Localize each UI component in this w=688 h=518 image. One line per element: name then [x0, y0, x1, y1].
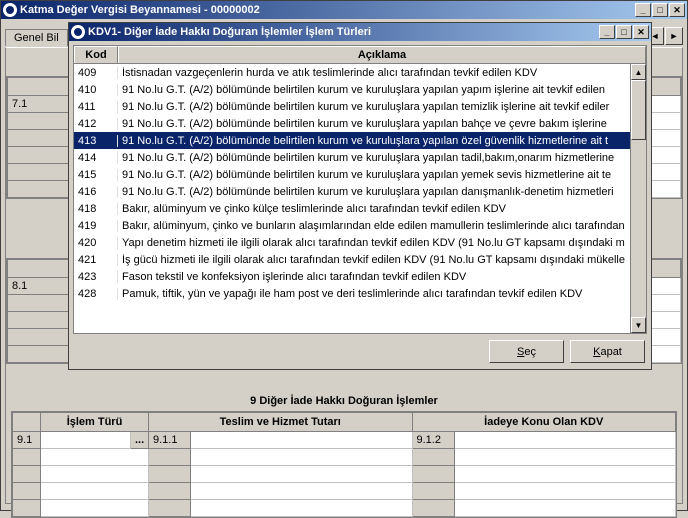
cell-iade[interactable] [454, 432, 676, 449]
code-cell: 418 [74, 203, 118, 215]
code-cell: 414 [74, 152, 118, 164]
cell-911-label: 9.1.1 [149, 432, 191, 449]
code-cell: 428 [74, 288, 118, 300]
section9-title: 9 Diğer İade Hakkı Doğuran İşlemler [11, 395, 677, 407]
code-row[interactable]: 41591 No.lu G.T. (A/2) bölümünde belirti… [74, 166, 646, 183]
code-cell: 415 [74, 169, 118, 181]
code-row[interactable]: 41191 No.lu G.T. (A/2) bölümünde belirti… [74, 98, 646, 115]
code-cell: 421 [74, 254, 118, 266]
code-row[interactable]: 421İş gücü hizmeti ile ilgili olarak alı… [74, 251, 646, 268]
desc-cell: 91 No.lu G.T. (A/2) bölümünde belirtilen… [118, 101, 646, 113]
code-row[interactable]: 41391 No.lu G.T. (A/2) bölümünde belirti… [74, 132, 646, 149]
scroll-up-button[interactable]: ▲ [631, 64, 646, 80]
code-cell: 423 [74, 271, 118, 283]
code-cell: 409 [74, 67, 118, 79]
col-teslim: Teslim ve Hizmet Tutarı [149, 413, 413, 432]
code-cell: 411 [74, 101, 118, 113]
list-scrollbar[interactable]: ▲ ▼ [630, 64, 646, 333]
desc-cell: 91 No.lu G.T. (A/2) bölümünde belirtilen… [118, 152, 646, 164]
cell-912-label: 9.1.2 [412, 432, 454, 449]
dialog-maximize-button[interactable]: □ [616, 25, 632, 39]
code-row[interactable]: 419Bakır, alüminyum, çinko ve bunların a… [74, 217, 646, 234]
col-aciklama[interactable]: Açıklama [118, 46, 646, 63]
select-button[interactable]: Seç [489, 340, 564, 363]
desc-cell: Pamuk, tiftik, yün ve yapağı ile ham pos… [118, 288, 646, 300]
dialog-title: KDV1- Diğer İade Hakkı Doğuran İşlemler … [88, 26, 599, 38]
cell-teslim[interactable] [191, 432, 413, 449]
desc-cell: 91 No.lu G.T. (A/2) bölümünde belirtilen… [118, 169, 646, 181]
tab-nav-right[interactable]: ► [665, 27, 683, 45]
code-cell: 412 [74, 118, 118, 130]
code-row[interactable]: 41091 No.lu G.T. (A/2) bölümünde belirti… [74, 81, 646, 98]
desc-cell: Bakır, alüminyum, çinko ve bunların alaş… [118, 220, 646, 232]
islem-picker-button[interactable]: ... [131, 432, 149, 449]
section-9: 9 Diğer İade Hakkı Doğuran İşlemler İşle… [11, 391, 677, 518]
scroll-down-button[interactable]: ▼ [631, 317, 646, 333]
close-dialog-button[interactable]: Kapat [570, 340, 645, 363]
code-cell: 413 [74, 135, 118, 147]
dialog-minimize-button[interactable]: _ [599, 25, 615, 39]
code-row[interactable]: 420Yapı denetim hizmeti ile ilgili olara… [74, 234, 646, 251]
code-cell: 410 [74, 84, 118, 96]
desc-cell: 91 No.lu G.T. (A/2) bölümünde belirtilen… [118, 135, 646, 147]
desc-cell: İş gücü hizmeti ile ilgili olarak alıcı … [118, 254, 646, 266]
code-row[interactable]: 41291 No.lu G.T. (A/2) bölümünde belirti… [74, 115, 646, 132]
col-iade: İadeye Konu Olan KDV [412, 413, 676, 432]
main-title: Katma Değer Vergisi Beyannamesi - 000000… [20, 4, 635, 16]
cell-islem[interactable] [41, 432, 131, 449]
dialog-close-button[interactable]: ✕ [633, 25, 649, 39]
scroll-thumb[interactable] [631, 80, 646, 140]
code-row[interactable]: 418Bakır, alüminyum ve çinko külçe tesli… [74, 200, 646, 217]
code-row[interactable]: 409İstisnadan vazgeçenlerin hurda ve atı… [74, 64, 646, 81]
minimize-button[interactable]: _ [635, 3, 651, 17]
app-icon [3, 3, 17, 17]
row-9-1: 9.1 [13, 432, 41, 449]
col-kod[interactable]: Kod [74, 46, 118, 63]
code-cell: 419 [74, 220, 118, 232]
tab-general[interactable]: Genel Bil [5, 29, 68, 46]
code-row[interactable]: 428Pamuk, tiftik, yün ve yapağı ile ham … [74, 285, 646, 302]
desc-cell: İstisnadan vazgeçenlerin hurda ve atık t… [118, 67, 646, 79]
code-cell: 416 [74, 186, 118, 198]
dialog-icon [71, 25, 85, 39]
dialog-titlebar: KDV1- Diğer İade Hakkı Doğuran İşlemler … [69, 23, 651, 41]
code-cell: 420 [74, 237, 118, 249]
code-row[interactable]: 41491 No.lu G.T. (A/2) bölümünde belirti… [74, 149, 646, 166]
desc-cell: 91 No.lu G.T. (A/2) bölümünde belirtilen… [118, 118, 646, 130]
maximize-button[interactable]: □ [652, 3, 668, 17]
desc-cell: Bakır, alüminyum ve çinko külçe teslimle… [118, 203, 646, 215]
code-row[interactable]: 423Fason tekstil ve konfeksiyon işlerind… [74, 268, 646, 285]
col-islem: İşlem Türü [41, 413, 149, 432]
code-row[interactable]: 41691 No.lu G.T. (A/2) bölümünde belirti… [74, 183, 646, 200]
main-titlebar: Katma Değer Vergisi Beyannamesi - 000000… [1, 1, 687, 19]
desc-cell: Yapı denetim hizmeti ile ilgili olarak a… [118, 237, 646, 249]
desc-cell: 91 No.lu G.T. (A/2) bölümünde belirtilen… [118, 186, 646, 198]
desc-cell: Fason tekstil ve konfeksiyon işlerinde a… [118, 271, 646, 283]
code-list: Kod Açıklama 409İstisnadan vazgeçenlerin… [73, 45, 647, 334]
desc-cell: 91 No.lu G.T. (A/2) bölümünde belirtilen… [118, 84, 646, 96]
close-button[interactable]: ✕ [669, 3, 685, 17]
code-picker-dialog: KDV1- Diğer İade Hakkı Doğuran İşlemler … [68, 22, 652, 370]
